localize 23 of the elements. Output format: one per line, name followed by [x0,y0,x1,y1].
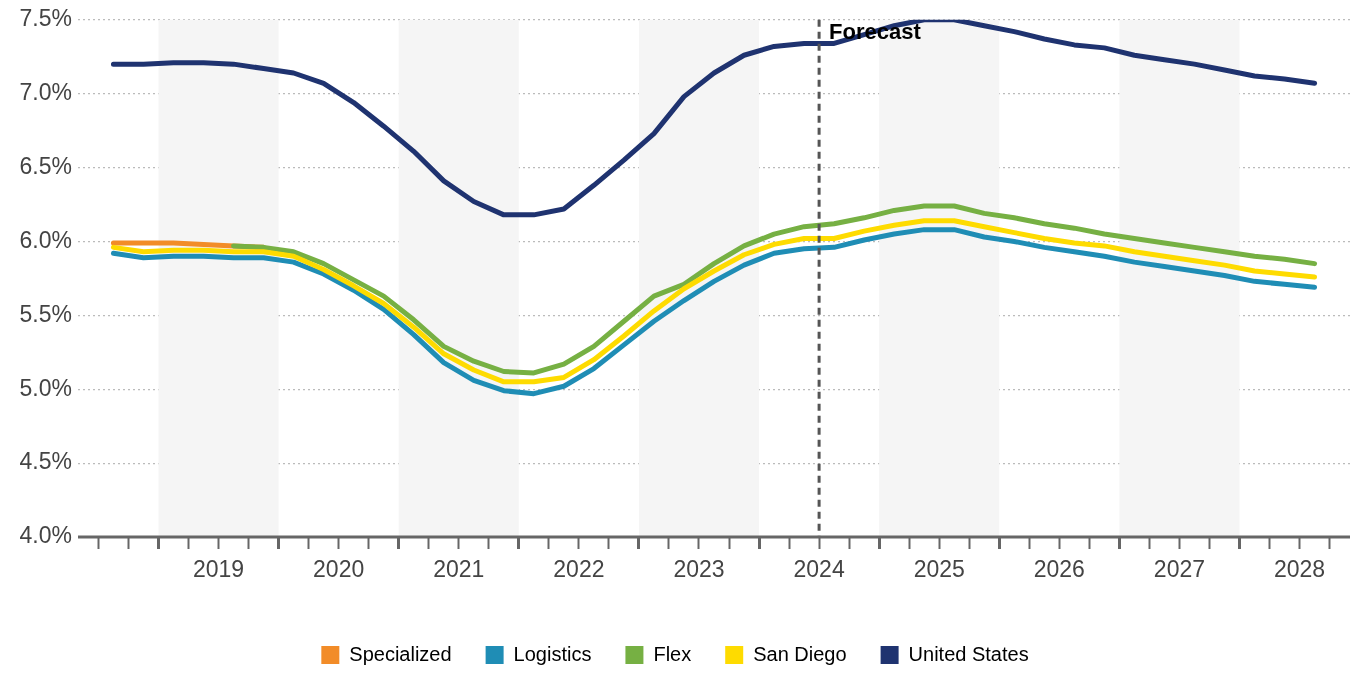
y-tick-label: 7.0% [19,79,72,106]
x-tick-label: 2020 [313,556,365,583]
legend-label: Logistics [513,642,592,665]
y-tick-label: 5.5% [19,300,72,327]
x-tick-label: 2026 [1033,556,1085,583]
y-tick-label: 6.5% [19,152,72,179]
legend-label: Flex [653,642,692,665]
x-tick-label: 2024 [793,556,845,583]
y-tick-label: 4.5% [19,448,72,475]
x-tick-label: 2022 [553,556,605,583]
x-tick-label: 2025 [913,556,965,583]
x-tick-label: 2028 [1273,556,1326,583]
x-tick-label: 2019 [192,556,245,583]
x-tick-label: 2027 [1153,556,1206,583]
legend-label: United States [908,642,1029,665]
legend-label: San Diego [753,642,847,665]
x-tick-label: 2023 [673,556,725,583]
x-tick-label: 2021 [433,556,485,583]
y-tick-label: 5.0% [19,374,72,401]
y-tick-label: 4.0% [19,522,72,549]
legend-label: Specialized [349,642,452,665]
y-tick-label: 7.5% [19,5,72,32]
y-tick-label: 6.0% [19,226,72,253]
